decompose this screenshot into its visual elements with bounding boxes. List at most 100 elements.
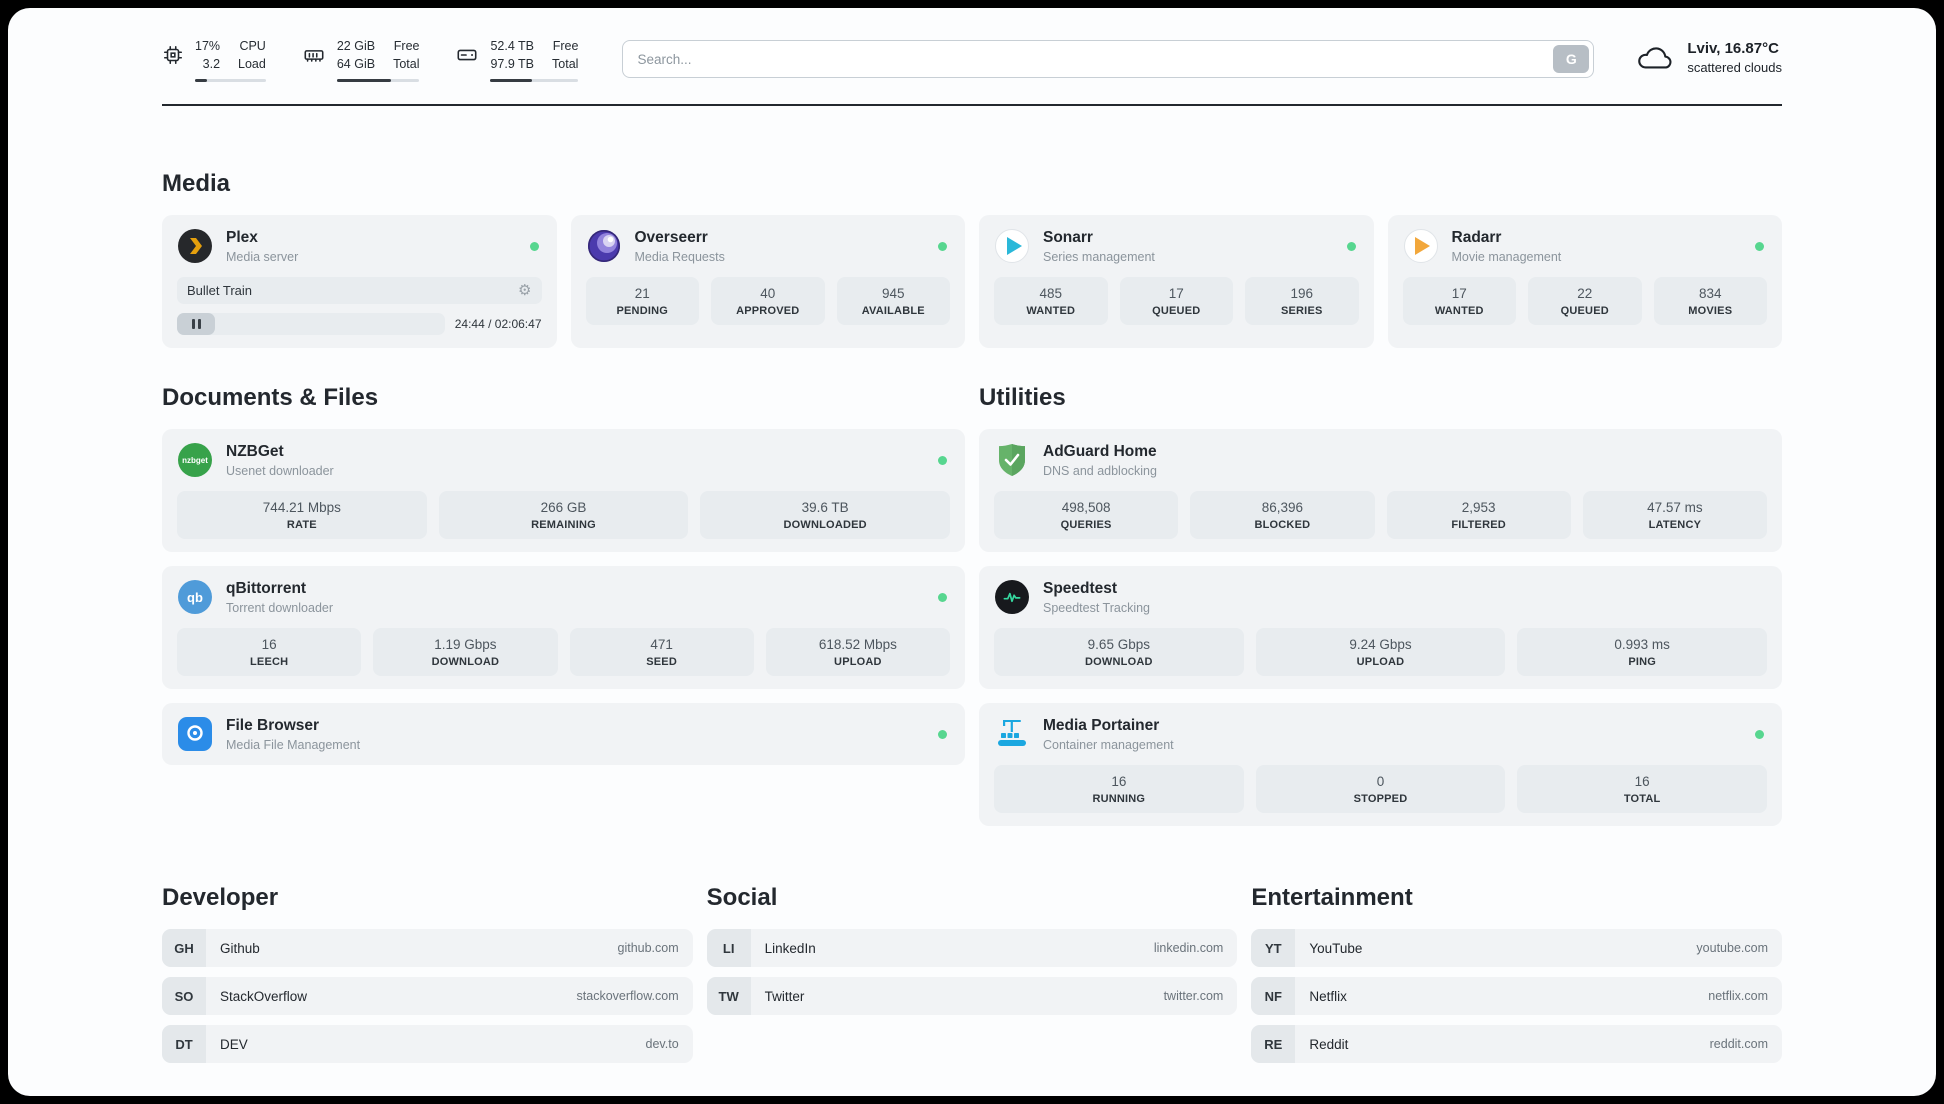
- memory-icon: [304, 50, 324, 62]
- service-card-plex[interactable]: Plex Media server Bullet Train ⚙ 24:44: [162, 215, 557, 348]
- stat-stopped: 0 STOPPED: [1255, 765, 1506, 813]
- stat-running: 16 RUNNING: [994, 765, 1244, 813]
- playback-time: 24:44 / 02:06:47: [454, 317, 542, 331]
- disk-free-label: Free: [552, 39, 579, 53]
- disk-usage-bar: [490, 79, 579, 82]
- cpu-metric: 17% CPU 3.2 Load: [162, 38, 266, 82]
- service-subtitle: DNS and adblocking: [1043, 463, 1157, 478]
- bookmark-abbr: LI: [706, 929, 751, 967]
- cpu-label: CPU: [239, 39, 266, 53]
- stat-rate: 744.21 Mbps RATE: [177, 491, 427, 539]
- bookmark-github[interactable]: GH Github github.com: [162, 929, 693, 967]
- ram-usage-bar: [336, 79, 420, 82]
- now-playing-bar: Bullet Train ⚙: [177, 277, 542, 304]
- service-subtitle: Media Requests: [634, 249, 725, 264]
- section-title-entertainment: Entertainment: [1251, 884, 1413, 911]
- adguard-shield-icon: [994, 442, 1030, 478]
- stat-latency: 47.57 ms LATENCY: [1582, 491, 1767, 539]
- stat-remaining: 266 GB REMAINING: [438, 491, 689, 539]
- status-dot: [529, 241, 539, 251]
- stat-leech: 16 LEECH: [177, 628, 362, 676]
- pause-button[interactable]: [177, 313, 215, 335]
- section-title-media: Media: [162, 170, 231, 197]
- overseerr-icon: [586, 228, 622, 264]
- service-subtitle: Torrent downloader: [226, 600, 334, 615]
- bookmark-group-entertainment: Entertainment YT YouTube youtube.com NF …: [1251, 884, 1782, 1073]
- service-card-radarr[interactable]: Radarr Movie management 17 WANTED 22 QUEUE…: [1387, 215, 1782, 348]
- disk-total-label: Total: [552, 56, 579, 71]
- service-name: NZBGet: [226, 442, 284, 460]
- bookmark-abbr: GH: [162, 929, 206, 967]
- service-name: Overseerr: [634, 228, 708, 246]
- service-name: Speedtest: [1043, 579, 1118, 597]
- stat-seed: 471 SEED: [569, 628, 754, 676]
- search-button[interactable]: G: [1553, 45, 1590, 73]
- bookmark-netflix[interactable]: NF Netflix netflix.com: [1251, 977, 1782, 1015]
- stat-wanted: 17 WANTED: [1402, 277, 1516, 325]
- service-subtitle: Movie management: [1451, 249, 1562, 264]
- playback-progress-track[interactable]: [177, 313, 445, 335]
- bookmark-youtube[interactable]: YT YouTube youtube.com: [1251, 929, 1782, 967]
- status-dot: [938, 241, 947, 251]
- stat-pending: 21 PENDING: [585, 277, 699, 325]
- service-card-portainer[interactable]: Media Portainer Container management 16 R…: [979, 703, 1782, 826]
- section-title-documents: Documents & Files: [162, 384, 379, 411]
- stat-blocked: 86,396 BLOCKED: [1190, 491, 1375, 539]
- dashboard-page: 17% CPU 3.2 Load 22 GiB Free: [8, 8, 1936, 1096]
- bookmark-name: DEV: [220, 1036, 248, 1052]
- stat-ping: 0.993 ms PING: [1517, 628, 1767, 676]
- hard-drive-icon: [457, 49, 477, 61]
- radarr-icon: [1403, 229, 1438, 263]
- service-card-sonarr[interactable]: Sonarr Series management 485 WANTED 17 QUE…: [979, 215, 1374, 348]
- status-dot: [1755, 241, 1764, 251]
- service-card-filebrowser[interactable]: File Browser Media File Management: [162, 703, 965, 765]
- service-subtitle: Usenet downloader: [226, 463, 334, 478]
- weather-widget[interactable]: Lviv, 16.87°C scattered clouds: [1634, 40, 1782, 75]
- status-dot: [1755, 729, 1764, 739]
- service-card-speedtest[interactable]: Speedtest Speedtest Tracking 9.65 Gbps DO…: [979, 566, 1782, 689]
- ram-total-label: Total: [393, 56, 420, 71]
- bookmark-name: Netflix: [1309, 988, 1347, 1004]
- bookmark-group-social: Social LI LinkedIn linkedin.com TW Twitt…: [706, 884, 1238, 1025]
- bookmark-abbr: SO: [162, 977, 206, 1015]
- cloud-icon: [1638, 46, 1672, 68]
- service-card-adguard[interactable]: AdGuard Home DNS and adblocking 498,508 Q…: [979, 429, 1782, 552]
- bookmark-linkedin[interactable]: LI LinkedIn linkedin.com: [706, 929, 1238, 967]
- service-name: Plex: [226, 228, 258, 246]
- cpu-load-value: 3.2: [202, 56, 221, 71]
- service-subtitle: Speedtest Tracking: [1043, 600, 1151, 615]
- bookmark-twitter[interactable]: TW Twitter twitter.com: [706, 977, 1238, 1015]
- bookmark-stackoverflow[interactable]: SO StackOverflow stackoverflow.com: [162, 977, 693, 1015]
- bookmark-domain: reddit.com: [1709, 1037, 1768, 1051]
- service-card-nzbget[interactable]: nzbget NZBGet Usenet downloader 744.21 M…: [162, 429, 965, 552]
- service-card-qbittorrent[interactable]: qb qBittorrent Torrent downloader 16 LEEC…: [162, 566, 965, 689]
- bookmark-abbr: TW: [706, 977, 751, 1015]
- bookmark-name: LinkedIn: [764, 940, 816, 956]
- bookmark-domain: dev.to: [645, 1037, 679, 1051]
- bookmark-dev[interactable]: DT DEV dev.to: [162, 1025, 693, 1063]
- disk-free-value: 52.4 TB: [490, 39, 535, 53]
- nzbget-icon: nzbget: [178, 443, 212, 477]
- stat-filtered: 2,953 FILTERED: [1386, 491, 1571, 539]
- header-divider: [162, 104, 1782, 106]
- bookmark-reddit[interactable]: RE Reddit reddit.com: [1251, 1025, 1782, 1063]
- settings-gear-icon[interactable]: ⚙: [518, 282, 532, 299]
- ram-metric: 22 GiB Free 64 GiB Total: [302, 38, 420, 82]
- filebrowser-icon: [178, 717, 212, 751]
- plex-icon: [178, 229, 212, 263]
- disk-total-value: 97.9 TB: [490, 56, 535, 71]
- cpu-usage-bar: [195, 79, 266, 82]
- stat-queued: 22 QUEUED: [1528, 277, 1642, 325]
- stat-download: 1.19 Gbps DOWNLOAD: [373, 628, 558, 676]
- service-card-overseerr[interactable]: Overseerr Media Requests 21 PENDING 40 APP…: [570, 215, 965, 348]
- stat-wanted: 485 WANTED: [994, 277, 1108, 325]
- bookmark-name: Github: [220, 940, 260, 956]
- search-input[interactable]: [622, 40, 1595, 78]
- bookmark-abbr: NF: [1251, 977, 1296, 1015]
- service-name: Media Portainer: [1043, 716, 1160, 734]
- weather-location: Lviv, 16.87°C: [1687, 40, 1779, 57]
- bookmark-name: Twitter: [764, 988, 805, 1004]
- bookmark-abbr: RE: [1251, 1025, 1296, 1063]
- disk-metric: 52.4 TB Free 97.9 TB Total: [455, 38, 579, 82]
- cpu-load-label: Load: [238, 56, 266, 71]
